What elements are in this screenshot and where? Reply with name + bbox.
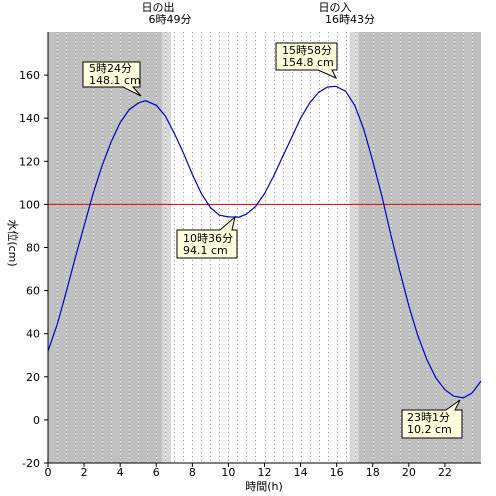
twilight-band-evening <box>349 32 359 463</box>
x-tick-label: 12 <box>258 466 272 479</box>
night-band-evening <box>358 32 481 463</box>
x-tick-label: 22 <box>438 466 452 479</box>
x-tick-label: 4 <box>117 466 124 479</box>
callout-box <box>82 61 142 97</box>
annotation-time: 5時24分 <box>89 62 132 75</box>
annotation-time: 23時1分 <box>407 411 450 424</box>
annotation-value: 154.8 cm <box>282 56 334 69</box>
y-axis-ticks: -20 0 20 40 60 80 100 120 140 160 <box>19 69 48 470</box>
x-tick-label: 18 <box>366 466 380 479</box>
annotation-low-2: 23時1分 10.2 cm <box>401 399 463 439</box>
annotation-time: 15時58分 <box>282 44 332 57</box>
callout-box <box>176 215 238 259</box>
x-tick-label: 16 <box>330 466 344 479</box>
series-line-water-level <box>47 85 482 399</box>
x-tick-label: 0 <box>45 466 52 479</box>
y-tick-label: 160 <box>19 69 40 82</box>
x-tick-label: 2 <box>81 466 88 479</box>
annotation-value: 148.1 cm <box>89 74 141 87</box>
annotation-value: 10.2 cm <box>407 423 452 436</box>
y-tick-label: 20 <box>26 371 40 384</box>
x-tick-label: 14 <box>294 466 308 479</box>
annotation-high-2: 15時58分 154.8 cm <box>275 42 338 80</box>
x-axis-ticks: 0 2 4 6 8 10 12 14 16 18 20 22 <box>45 463 452 479</box>
y-tick-label: 120 <box>19 155 40 168</box>
y-tick-label: 100 <box>19 198 40 211</box>
x-tick-label: 6 <box>153 466 160 479</box>
callout-box <box>401 399 463 439</box>
annotation-low-1: 10時36分 94.1 cm <box>176 215 238 259</box>
annotation-time: 10時36分 <box>183 232 233 245</box>
annotation-value: 94.1 cm <box>183 244 228 257</box>
x-tick-label: 20 <box>402 466 416 479</box>
y-tick-label: 140 <box>19 112 40 125</box>
daylight-bands <box>48 32 481 463</box>
sunset-time: 16時43分 <box>325 13 375 26</box>
annotation-high-1: 5時24分 148.1 cm <box>82 61 142 97</box>
y-tick-label: 40 <box>26 328 40 341</box>
y-tick-label: 0 <box>33 414 40 427</box>
sunrise-time: 6時49分 <box>149 13 192 26</box>
night-band-morning <box>48 32 162 463</box>
sunset-label: 日の入 <box>319 1 352 14</box>
y-tick-label: 60 <box>26 285 40 298</box>
twilight-band-morning <box>161 32 171 463</box>
callout-box <box>275 42 338 80</box>
y-tick-label: -20 <box>22 457 40 470</box>
x-tick-label: 10 <box>221 466 235 479</box>
y-tick-label: 80 <box>26 242 40 255</box>
sunrise-label: 日の出 <box>142 0 175 14</box>
y-axis-label: 水位(cm) <box>6 219 20 266</box>
x-axis-label: 時間(h) <box>245 480 283 493</box>
x-tick-label: 8 <box>189 466 196 479</box>
